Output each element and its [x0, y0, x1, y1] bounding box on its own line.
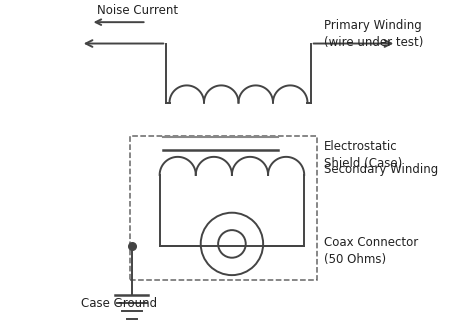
Text: Coax Connector
(50 Ohms): Coax Connector (50 Ohms)	[323, 236, 417, 266]
Text: Electrostatic
Shield (Case): Electrostatic Shield (Case)	[323, 140, 401, 170]
Text: Primary Winding
(wire under test): Primary Winding (wire under test)	[323, 19, 422, 49]
Text: Secondary Winding: Secondary Winding	[323, 164, 437, 176]
Text: Noise Current: Noise Current	[97, 4, 178, 17]
Text: Case Ground: Case Ground	[80, 297, 157, 310]
